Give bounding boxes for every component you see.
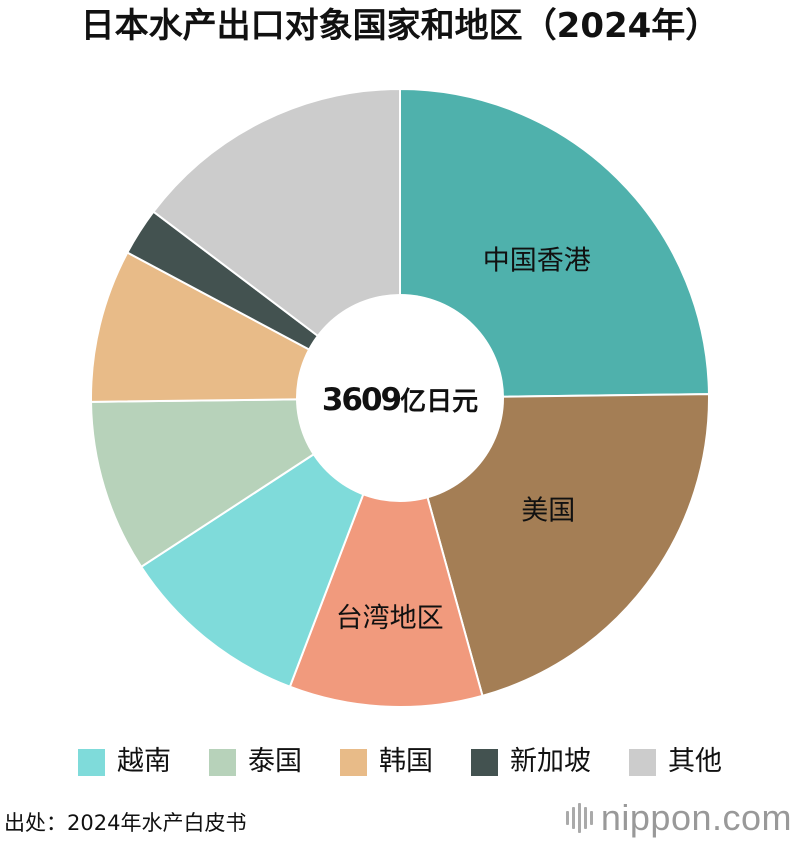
legend-swatch: [471, 748, 498, 776]
legend-item-5: 其他: [629, 742, 722, 782]
brand-name: nippon.com: [600, 797, 792, 838]
pie-slice-2: [398, 393, 710, 698]
legend-label: 泰国: [248, 746, 302, 777]
legend-label: 新加坡: [510, 746, 591, 777]
donut-hole: [296, 294, 504, 502]
legend-item-3: 韩国: [340, 742, 433, 782]
legend-item-1: 越南: [78, 742, 171, 782]
legend-item-4: 新加坡: [471, 742, 591, 782]
slice-label-3: 台湾地区: [336, 603, 444, 634]
pie-slice-3: [288, 394, 484, 708]
legend-label: 其他: [668, 746, 722, 777]
chart-legend: 越南 泰国 韩国 新加坡 其他: [0, 742, 800, 782]
legend-label: 韩国: [379, 746, 433, 777]
brand-logo: nippon.com: [565, 796, 792, 840]
center-total-number: 3609: [322, 382, 401, 418]
pie-slice-1: [399, 87, 710, 400]
legend-swatch: [629, 748, 656, 776]
brand-bars-icon: [565, 801, 593, 835]
legend-item-2: 泰国: [209, 742, 302, 782]
center-total-unit: 亿日元: [400, 387, 478, 417]
slice-label-2: 美国: [521, 495, 575, 526]
slice-label-1: 中国香港: [483, 246, 591, 277]
legend-label: 越南: [117, 746, 171, 777]
source-note: 出处：2024年水产白皮书: [4, 811, 247, 835]
center-total-label: 3609亿日元: [322, 382, 478, 418]
legend-swatch: [209, 748, 236, 776]
legend-swatch: [78, 748, 105, 776]
legend-swatch: [340, 748, 367, 776]
chart-title: 日本水产出口对象国家和地区（2024年）: [80, 6, 720, 46]
